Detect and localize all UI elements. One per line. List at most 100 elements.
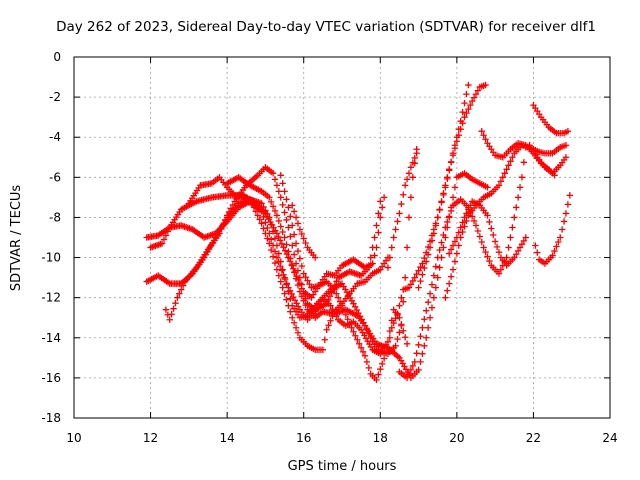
data-point — [409, 362, 417, 370]
data-point — [455, 242, 462, 249]
data-point — [409, 159, 417, 166]
data-point — [499, 174, 506, 181]
data-point — [428, 281, 436, 288]
data-point — [507, 158, 514, 165]
data-point — [505, 244, 512, 251]
data-point — [394, 335, 401, 343]
data-point — [520, 237, 528, 245]
x-tick-label: 16 — [296, 431, 311, 445]
data-point — [373, 244, 380, 251]
data-point — [386, 254, 394, 261]
data-point — [478, 128, 485, 135]
data-point — [342, 311, 350, 318]
series-track-4 — [162, 164, 388, 323]
data-point — [178, 286, 185, 293]
data-point — [516, 244, 524, 251]
data-point — [513, 251, 520, 258]
data-point — [444, 218, 451, 226]
data-point — [277, 223, 284, 230]
data-point — [532, 242, 539, 249]
data-point — [279, 180, 286, 187]
data-point — [514, 194, 522, 201]
data-point — [160, 236, 168, 243]
data-point — [423, 307, 430, 314]
data-point — [415, 366, 422, 374]
data-point — [269, 253, 277, 260]
data-point — [279, 228, 286, 236]
data-point — [424, 324, 432, 331]
data-point — [275, 217, 283, 225]
data-point — [250, 204, 258, 211]
data-point — [262, 207, 269, 214]
data-point — [440, 190, 447, 197]
data-point — [495, 270, 503, 277]
data-point — [287, 233, 294, 240]
data-point — [411, 358, 418, 366]
data-point — [273, 242, 281, 249]
data-point — [432, 222, 439, 229]
series-track-8 — [396, 144, 529, 382]
data-point — [407, 366, 415, 374]
data-point — [522, 234, 529, 241]
data-point — [275, 250, 283, 257]
data-point — [459, 119, 466, 127]
data-point — [407, 281, 415, 288]
data-point — [382, 349, 390, 357]
data-point — [287, 308, 294, 315]
tick-labels: 10 12 14 16 18 20 22 24 0 -2 -4 -6 -8 -10 -12 -14 -16 -18 — [41, 50, 617, 445]
data-point — [405, 214, 413, 221]
y-tick-label: -4 — [49, 130, 61, 144]
data-point — [459, 108, 466, 116]
data-point — [396, 210, 403, 217]
data-point — [438, 239, 445, 246]
data-point — [518, 174, 526, 181]
data-point — [566, 192, 573, 199]
data-point — [285, 288, 292, 295]
data-point — [260, 213, 267, 221]
data-point — [271, 207, 279, 215]
data-point — [432, 284, 439, 291]
data-point — [417, 263, 424, 271]
data-point — [417, 277, 424, 285]
data-point — [396, 314, 403, 321]
data-point — [302, 273, 309, 281]
series-track-12 — [446, 198, 529, 269]
data-point — [411, 154, 418, 162]
data-point — [289, 242, 296, 249]
data-point — [292, 240, 300, 247]
data-point — [377, 365, 384, 373]
data-point — [340, 307, 348, 314]
data-point — [474, 87, 482, 94]
data-point — [386, 334, 394, 341]
data-point — [170, 305, 177, 312]
data-point — [449, 152, 457, 159]
data-point — [419, 350, 426, 358]
data-point — [434, 214, 441, 221]
data-point — [379, 360, 386, 368]
data-point — [384, 338, 392, 345]
data-point — [562, 210, 570, 217]
data-point — [446, 280, 453, 287]
data-point — [264, 235, 271, 242]
data-point — [300, 235, 307, 242]
data-point — [560, 218, 568, 225]
data-point — [409, 277, 417, 285]
data-point — [292, 275, 300, 282]
data-point — [447, 159, 455, 166]
data-point — [463, 217, 470, 225]
data-point — [273, 254, 281, 261]
data-point — [400, 298, 407, 305]
data-point — [375, 210, 382, 217]
data-point — [484, 184, 491, 191]
data-point — [176, 290, 183, 297]
data-point — [455, 132, 462, 139]
data-point — [392, 226, 399, 233]
data-point — [296, 274, 304, 281]
data-point — [396, 329, 403, 336]
data-point — [373, 222, 380, 229]
y-tick-label: -6 — [49, 170, 61, 184]
data-point — [484, 253, 491, 260]
data-point — [551, 247, 558, 255]
data-point — [174, 294, 181, 301]
